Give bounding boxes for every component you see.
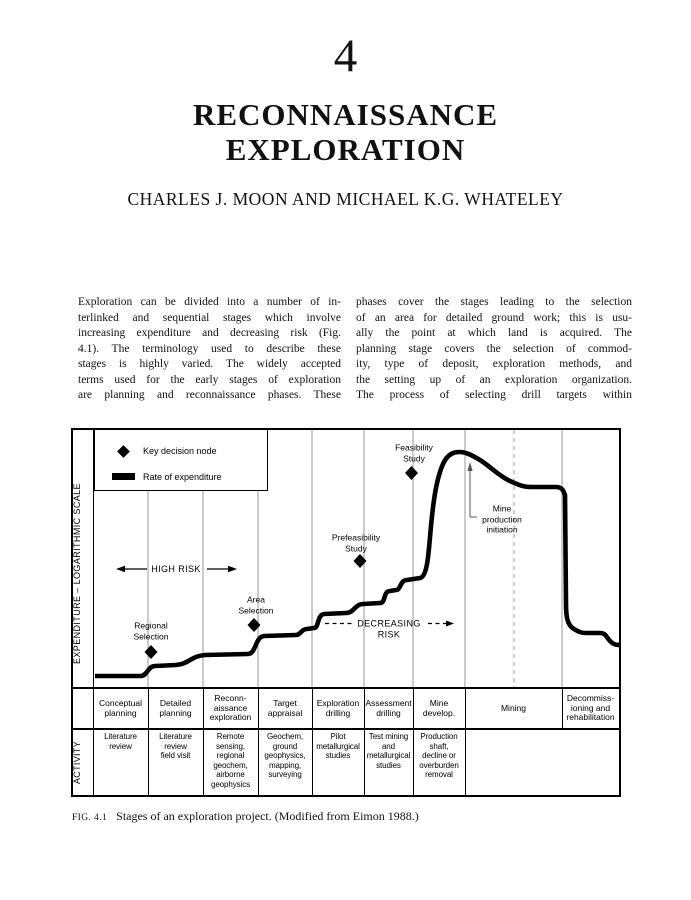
table-column-line bbox=[465, 687, 466, 795]
table-column-line bbox=[312, 687, 313, 795]
table-column-line bbox=[562, 687, 563, 728]
y-axis-label: EXPENDITURE – LOGARITHMIC SCALE bbox=[72, 483, 82, 665]
decision-node-icon-feasibility bbox=[405, 466, 418, 480]
chapter-number: 4 bbox=[333, 30, 358, 82]
decision-node-icon-area bbox=[247, 618, 261, 632]
authors: CHARLES J. MOON AND MICHAEL K.G. WHATELE… bbox=[127, 189, 564, 209]
decreasing-risk-arrow-icon bbox=[325, 620, 454, 627]
body-line: 4.1). The terminology used to describe t… bbox=[78, 342, 341, 355]
chapter-title: RECONNAISSANCE EXPLORATION bbox=[0, 97, 691, 167]
body-line: Exploration can be divided into a number… bbox=[78, 296, 341, 308]
activity-cell-pilot-metallurgical: Pilot metallurgical studies bbox=[316, 732, 360, 761]
body-line: increasing expenditure and decreasing ri… bbox=[78, 327, 341, 339]
annotation-mine-production-initiation: Mine production initiation bbox=[482, 503, 522, 535]
annotation-area-selection: Area Selection bbox=[238, 594, 274, 616]
legend-label-rate-of-expenditure: Rate of expenditure bbox=[143, 472, 222, 482]
key-decision-node-icon bbox=[117, 445, 130, 458]
activity-cell-test-mining: Test mining and metallurgical studies bbox=[366, 732, 411, 770]
activity-cell-remote-sensing: Remote sensing, regional geochem, airbor… bbox=[210, 732, 251, 789]
rate-of-expenditure-curve bbox=[95, 449, 619, 679]
decision-node-icon-regional bbox=[144, 645, 158, 659]
figure-caption-label: FIG. 4.1 bbox=[72, 813, 108, 823]
annotation-high-risk: HIGH RISK bbox=[151, 563, 201, 574]
chart-legend: Key decision node Rate of expenditure bbox=[94, 430, 268, 491]
body-column-left: Exploration can be divided into a number… bbox=[78, 295, 341, 404]
activity-cell-empty bbox=[465, 732, 619, 793]
stage-cell-reconnaissance-exploration: Reconn- aissance exploration bbox=[209, 692, 252, 723]
body-line: are planning and reconnaissance phases. … bbox=[78, 389, 341, 401]
stage-cell-mining: Mining bbox=[500, 702, 527, 713]
stage-cell-detailed-planning: Detailed planning bbox=[159, 697, 192, 718]
chapter-title-line1: RECONNAISSANCE bbox=[192, 97, 499, 132]
stage-cell-mine-develop: Mine develop. bbox=[422, 697, 456, 718]
activity-cell-geochem-mapping: Geochem, ground geophysics, mapping, sur… bbox=[264, 732, 306, 780]
stage-cell-decommissioning: Decommiss- ioning and rehabilitation bbox=[566, 692, 615, 723]
rate-of-expenditure-line-icon bbox=[112, 473, 135, 480]
figure-caption: FIG. 4.1 Stages of an exploration project… bbox=[72, 809, 419, 824]
body-line: ity, type of deposit, exploration method… bbox=[356, 358, 632, 370]
decision-node-icon-prefeasibility bbox=[353, 554, 367, 568]
annotation-prefeasibility-study: Prefeasibility Study bbox=[331, 532, 381, 554]
body-line: of an area for detailed ground work; thi… bbox=[356, 311, 632, 324]
figure-4-1: Key decision node Rate of expenditure EX… bbox=[71, 428, 621, 797]
annotation-decreasing-risk: DECREASING RISK bbox=[357, 618, 421, 640]
body-column-right: phases cover the stages leading to the s… bbox=[356, 295, 632, 404]
stage-cell-assessment-drilling: Assessment drilling bbox=[365, 697, 412, 718]
annotation-regional-selection: Regional Selection bbox=[133, 620, 169, 642]
activity-cell-production-shaft: Production shaft, decline or overburden … bbox=[419, 732, 459, 780]
body-line: terlinked and sequential stages which in… bbox=[78, 311, 341, 324]
legend-label-key-decision-node: Key decision node bbox=[143, 446, 217, 456]
stage-cell-exploration-drilling: Exploration drilling bbox=[316, 697, 360, 718]
activity-cell-literature-review-field-visit: Literature review field visit bbox=[159, 732, 192, 761]
table-column-line bbox=[258, 687, 259, 795]
stage-activity-divider bbox=[73, 728, 619, 730]
body-line: terms used for the early stages of explo… bbox=[78, 373, 341, 386]
body-line: the setting up of an exploration organiz… bbox=[356, 373, 632, 386]
body-line: stages is highly varied. The widely acce… bbox=[78, 358, 341, 370]
table-column-line bbox=[203, 687, 204, 795]
chapter-title-line2: EXPLORATION bbox=[225, 132, 466, 167]
high-risk-arrows-icon bbox=[116, 565, 237, 573]
table-column-line bbox=[413, 687, 414, 795]
expenditure-chart bbox=[95, 430, 619, 687]
annotation-feasibility-study: Feasibility Study bbox=[395, 442, 433, 464]
mine-production-arrow-icon bbox=[467, 462, 477, 518]
stage-cell-conceptual-planning: Conceptual planning bbox=[98, 697, 142, 718]
body-line: The process of selecting drill targets w… bbox=[356, 389, 632, 401]
figure-caption-text: Stages of an exploration project. (Modif… bbox=[116, 809, 419, 823]
table-column-line bbox=[148, 687, 149, 795]
axis-strip-divider bbox=[93, 430, 94, 795]
table-column-line bbox=[364, 687, 365, 795]
body-line: planning stage covers the selection of c… bbox=[356, 342, 632, 355]
stage-cell-target-appraisal: Target appraisal bbox=[267, 697, 303, 718]
body-line: phases cover the stages leading to the s… bbox=[356, 296, 632, 308]
body-line: ally the point at which land is acquired… bbox=[356, 327, 632, 339]
chart-table-divider bbox=[73, 687, 619, 689]
activity-cell-literature-review: Literature review bbox=[104, 732, 137, 751]
activity-axis-label: ACTIVITY bbox=[72, 741, 82, 784]
